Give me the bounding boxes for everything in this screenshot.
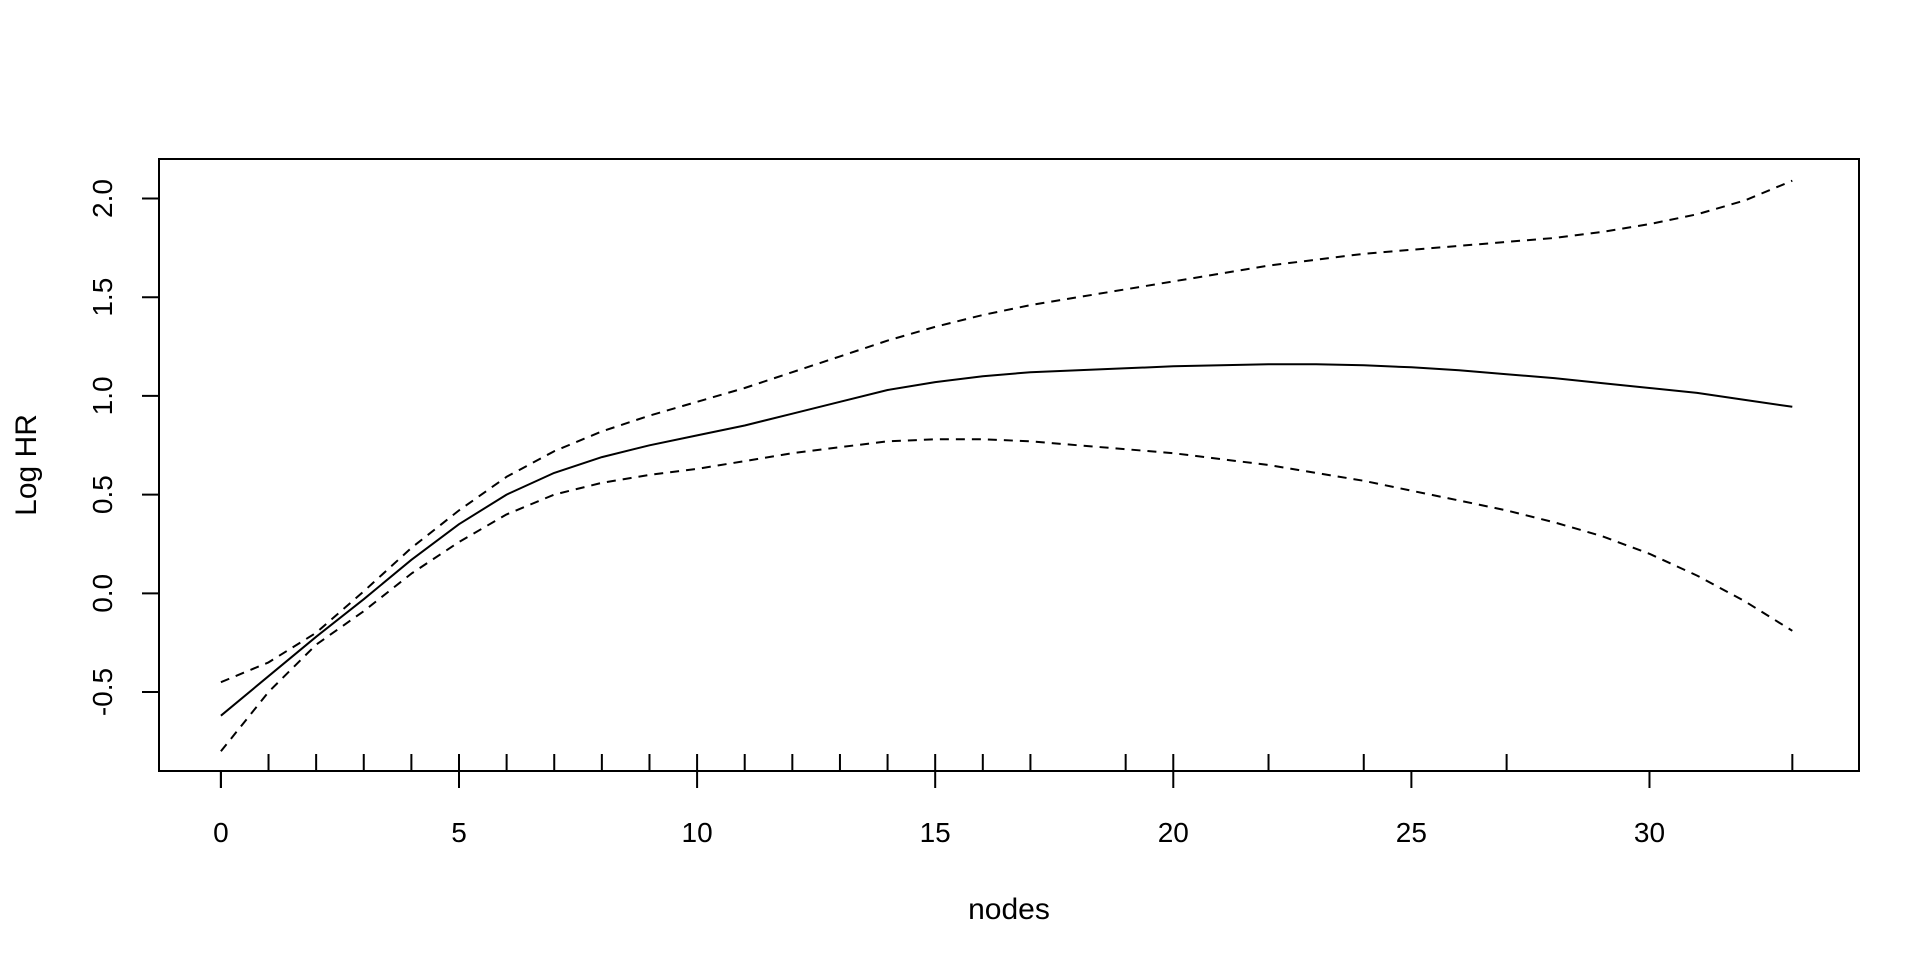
x-tick-label: 5: [451, 817, 467, 848]
y-tick-label: 1.5: [87, 278, 118, 317]
x-tick-label: 10: [682, 817, 713, 848]
y-tick-label: 1.0: [87, 376, 118, 415]
x-axis-title: nodes: [968, 893, 1050, 926]
series-line-upper: [220, 179, 1793, 684]
x-tick-label: 30: [1634, 817, 1665, 848]
x-axis: 0 5 10 15 20 25 30: [213, 770, 1665, 848]
x-tick-label: 0: [213, 817, 229, 848]
x-tick-label: 25: [1396, 817, 1427, 848]
x-tick-label: 15: [920, 817, 951, 848]
y-axis: -0.5 0.0 0.5 1.0 1.5 2.0: [87, 179, 160, 716]
y-axis-title: Log HR: [10, 414, 43, 516]
rug-layer: [267, 754, 1794, 771]
y-tick-label: 0.5: [87, 475, 118, 514]
series-line-estimate: [220, 363, 1793, 717]
series-line-lower: [220, 438, 1793, 752]
y-tick-label: 2.0: [87, 179, 118, 218]
x-tick-label: 20: [1158, 817, 1189, 848]
y-tick-label: 0.0: [87, 574, 118, 613]
series-layer: [220, 179, 1793, 752]
y-tick-label: -0.5: [87, 668, 118, 716]
